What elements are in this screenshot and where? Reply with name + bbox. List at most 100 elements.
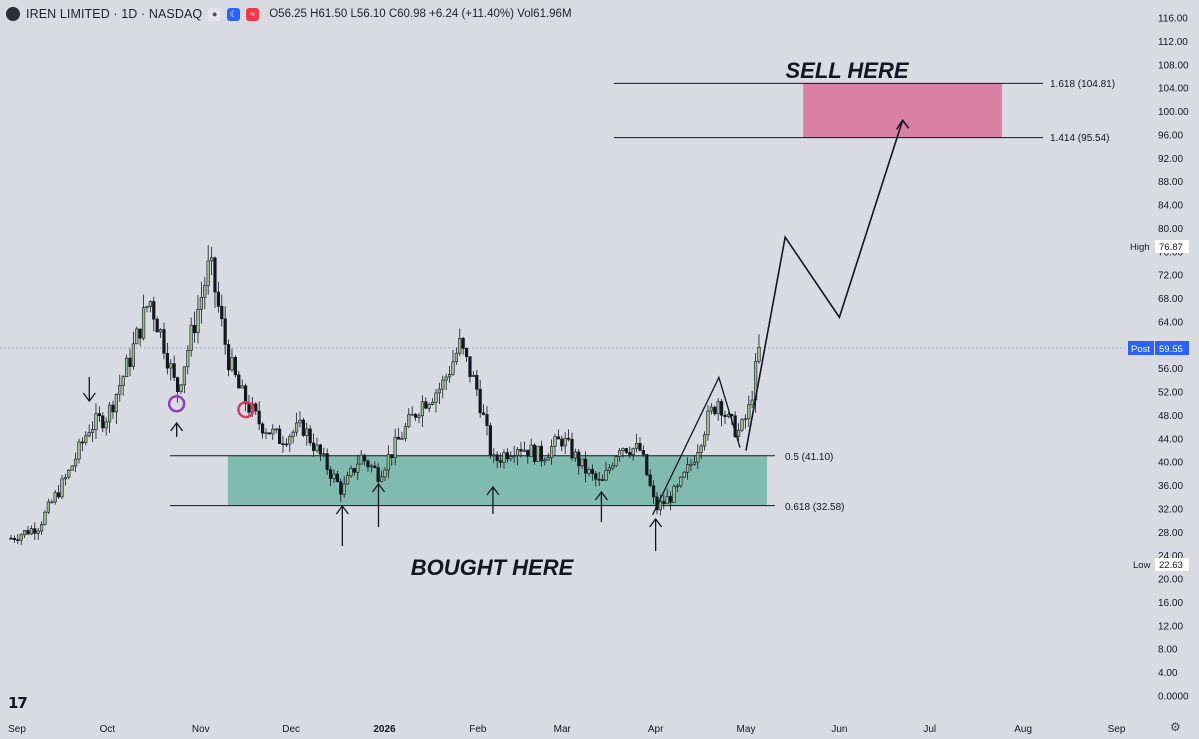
candle-down bbox=[26, 530, 30, 535]
candle-up bbox=[199, 297, 203, 310]
candle-down bbox=[600, 479, 605, 481]
y-tick-label: 112.00 bbox=[1158, 37, 1188, 48]
candle-up bbox=[383, 469, 387, 478]
dividends-icon[interactable]: ≈ bbox=[246, 7, 260, 21]
candle-down bbox=[175, 377, 180, 392]
candle-down bbox=[539, 445, 543, 462]
candle-down bbox=[668, 496, 673, 503]
y-tick-label: 0.0000 bbox=[1158, 692, 1189, 703]
open-value: O56.25 bbox=[269, 8, 307, 20]
candle-down bbox=[475, 374, 479, 390]
y-tick-label: 40.00 bbox=[1158, 458, 1183, 469]
candle-down bbox=[583, 458, 588, 474]
candle-up bbox=[131, 343, 135, 367]
fib-0618-label: 0.618 (32.58) bbox=[785, 502, 845, 513]
candle-up bbox=[84, 435, 88, 443]
y-tick-label: 64.00 bbox=[1158, 317, 1183, 328]
candle-up bbox=[349, 468, 353, 476]
candle-down bbox=[560, 438, 564, 447]
candle-down bbox=[97, 413, 101, 417]
candle-up bbox=[332, 473, 336, 479]
low-badge-value: 22.63 bbox=[1159, 560, 1183, 571]
candle-down bbox=[325, 453, 329, 470]
candle-down bbox=[532, 444, 537, 462]
y-tick-label: 80.00 bbox=[1158, 224, 1183, 235]
y-tick-label: 84.00 bbox=[1158, 201, 1183, 212]
moon-icon[interactable]: ☾ bbox=[227, 7, 241, 21]
symbol-logo-icon[interactable] bbox=[6, 7, 20, 21]
candle-up bbox=[386, 454, 390, 471]
high-badge-box bbox=[1155, 240, 1189, 253]
candle-up bbox=[709, 406, 713, 412]
up-arrow-head bbox=[486, 485, 500, 496]
candle-up bbox=[118, 385, 122, 395]
candle-up bbox=[189, 324, 193, 351]
candles-layer bbox=[9, 245, 761, 546]
candle-down bbox=[9, 537, 13, 540]
candle-down bbox=[594, 473, 598, 480]
candle-up bbox=[546, 457, 550, 461]
up-arrow-head bbox=[170, 421, 184, 432]
candle-down bbox=[257, 410, 261, 425]
candle-down bbox=[566, 437, 571, 440]
candle-down bbox=[488, 425, 492, 456]
candle-up bbox=[288, 436, 292, 445]
candle-up bbox=[451, 361, 455, 375]
candle-up bbox=[549, 446, 554, 459]
market-closed-icon[interactable]: ● bbox=[208, 7, 222, 21]
candle-up bbox=[437, 388, 441, 394]
candle-up bbox=[135, 328, 139, 345]
candle-down bbox=[719, 401, 724, 416]
candle-up bbox=[492, 454, 496, 457]
candle-down bbox=[80, 441, 84, 444]
candle-down bbox=[362, 454, 367, 462]
up-arrow-head bbox=[371, 482, 386, 493]
candle-down bbox=[376, 467, 380, 482]
candle-up bbox=[410, 413, 414, 416]
candle-up bbox=[240, 385, 244, 389]
candle-up bbox=[458, 338, 462, 354]
candle-down bbox=[335, 473, 339, 483]
candle-up bbox=[305, 428, 309, 436]
candle-down bbox=[641, 450, 645, 455]
candle-down bbox=[260, 423, 265, 434]
candle-down bbox=[254, 403, 258, 412]
candle-up bbox=[580, 458, 584, 467]
time-axis[interactable]: Sep Oct Nov Dec 2026 Feb Mar Apr May Jun Jul Aug Sep bbox=[8, 724, 1126, 735]
candle-up bbox=[716, 401, 720, 415]
candle-down bbox=[318, 444, 322, 455]
candle-up bbox=[502, 452, 506, 463]
candle-up bbox=[706, 410, 710, 436]
candle-up bbox=[427, 404, 431, 409]
down-arrow-head bbox=[82, 392, 96, 403]
fib-1618-label: 1.618 (104.81) bbox=[1050, 79, 1115, 90]
symbol-title[interactable]: IREN LIMITED · 1D · NASDAQ bbox=[26, 7, 203, 21]
candle-up bbox=[543, 459, 547, 462]
candle-down bbox=[651, 485, 656, 498]
y-tick-label: 32.00 bbox=[1158, 504, 1183, 515]
y-tick-label: 48.00 bbox=[1158, 411, 1183, 422]
y-tick-label: 96.00 bbox=[1158, 130, 1183, 141]
x-tick-label: Apr bbox=[648, 724, 664, 735]
candle-up bbox=[682, 471, 686, 478]
candle-up bbox=[743, 418, 747, 421]
candle-down bbox=[111, 404, 115, 413]
x-tick-label: Sep bbox=[1108, 724, 1126, 735]
tradingview-logo-icon[interactable]: 17 bbox=[8, 694, 28, 712]
candle-down bbox=[155, 318, 159, 333]
candle-up bbox=[179, 384, 183, 392]
candle-up bbox=[750, 399, 754, 406]
candle-down bbox=[12, 537, 16, 540]
candle-down bbox=[468, 356, 472, 377]
candle-down bbox=[638, 443, 642, 451]
candle-down bbox=[328, 469, 333, 479]
high-value: H61.50 bbox=[310, 8, 348, 20]
candle-down bbox=[464, 348, 469, 357]
candle-up bbox=[298, 419, 302, 424]
candle-up bbox=[67, 469, 71, 478]
candle-down bbox=[556, 436, 560, 440]
gear-icon[interactable]: ⚙ bbox=[1170, 720, 1181, 734]
candle-up bbox=[573, 451, 577, 459]
candle-down bbox=[624, 448, 628, 453]
